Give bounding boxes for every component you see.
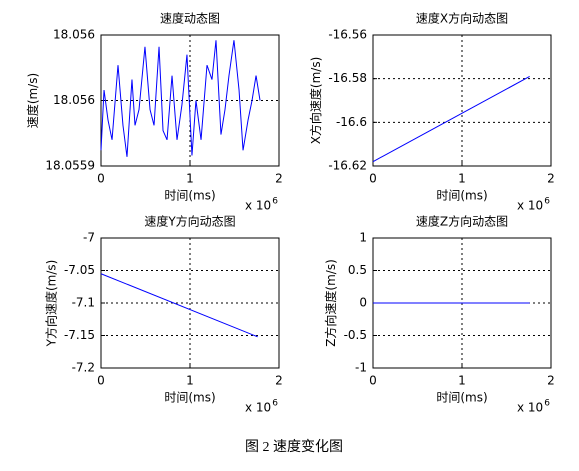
x-tick-label: 1 bbox=[186, 374, 194, 388]
y-tick-label: 1 bbox=[359, 231, 367, 245]
x-axis-label: 时间(ms) bbox=[436, 189, 487, 203]
subplot-title: 速度Z方向动态图 bbox=[416, 214, 508, 229]
x-multiplier: x 10 bbox=[245, 199, 271, 213]
y-tick-label: -1 bbox=[355, 361, 367, 375]
figure-caption: 图 2 速度变化图 bbox=[245, 439, 343, 455]
y-tick-label: -0.5 bbox=[344, 328, 367, 342]
y-tick-label: 0.5 bbox=[348, 263, 367, 277]
y-tick-label: 18.0559 bbox=[45, 159, 95, 173]
x-axis-label: 时间(ms) bbox=[436, 391, 487, 405]
y-axis-label: X方向速度(m/s) bbox=[308, 57, 323, 145]
data-line bbox=[372, 76, 530, 163]
x-multiplier-exponent: 6 bbox=[272, 197, 278, 207]
x-multiplier-exponent: 6 bbox=[272, 399, 278, 409]
x-tick-label: 2 bbox=[547, 374, 555, 388]
y-tick-label: -7.15 bbox=[64, 328, 95, 342]
axes-box bbox=[100, 237, 280, 369]
x-tick-label: 0 bbox=[97, 172, 105, 186]
data-line bbox=[100, 40, 261, 157]
y-tick-label: -7.2 bbox=[72, 361, 95, 375]
y-axis-label: Y方向速度(m/s) bbox=[43, 260, 58, 348]
x-tick-label: 2 bbox=[547, 172, 555, 186]
y-tick-label: -7 bbox=[83, 231, 95, 245]
x-multiplier: x 10 bbox=[517, 199, 543, 213]
x-tick-label: 2 bbox=[275, 172, 283, 186]
x-tick-label: 2 bbox=[275, 374, 283, 388]
x-tick-label: 1 bbox=[458, 172, 466, 186]
x-axis-label: 时间(ms) bbox=[164, 189, 215, 203]
x-tick-label: 0 bbox=[369, 172, 377, 186]
y-tick-label: -7.05 bbox=[64, 263, 95, 277]
subplot-title: 速度X方向动态图 bbox=[416, 11, 508, 26]
subplot-title: 速度动态图 bbox=[160, 11, 220, 26]
x-tick-label: 1 bbox=[458, 374, 466, 388]
y-tick-label: -16.62 bbox=[328, 159, 367, 173]
y-tick-label: -16.6 bbox=[336, 115, 367, 129]
subplot: -16.62 -16.6 -16.58 -16.56 0 1 2 速度X方向动态图时间(ms)… bbox=[308, 11, 555, 213]
x-tick-label: 0 bbox=[97, 374, 105, 388]
y-tick-label: 0 bbox=[359, 296, 367, 310]
x-multiplier: x 10 bbox=[517, 401, 543, 415]
y-tick-label: 18.056 bbox=[53, 93, 95, 107]
axes-box bbox=[372, 34, 552, 167]
y-axis-label: 速度(m/s) bbox=[25, 73, 40, 128]
x-multiplier: x 10 bbox=[245, 401, 271, 415]
subplot-title: 速度Y方向动态图 bbox=[144, 214, 235, 229]
data-line bbox=[100, 273, 258, 338]
x-tick-label: 1 bbox=[186, 172, 194, 186]
y-tick-label: 18.056 bbox=[53, 28, 95, 42]
x-multiplier-exponent: 6 bbox=[544, 399, 550, 409]
x-multiplier-exponent: 6 bbox=[544, 197, 550, 207]
x-tick-label: 0 bbox=[369, 374, 377, 388]
axes-box bbox=[100, 34, 280, 167]
x-axis-label: 时间(ms) bbox=[164, 391, 215, 405]
y-axis-label: Z方向速度(m/s) bbox=[323, 259, 338, 347]
y-tick-label: -16.58 bbox=[328, 71, 367, 85]
y-tick-label: -16.56 bbox=[328, 28, 367, 42]
y-tick-label: -7.1 bbox=[72, 296, 95, 310]
